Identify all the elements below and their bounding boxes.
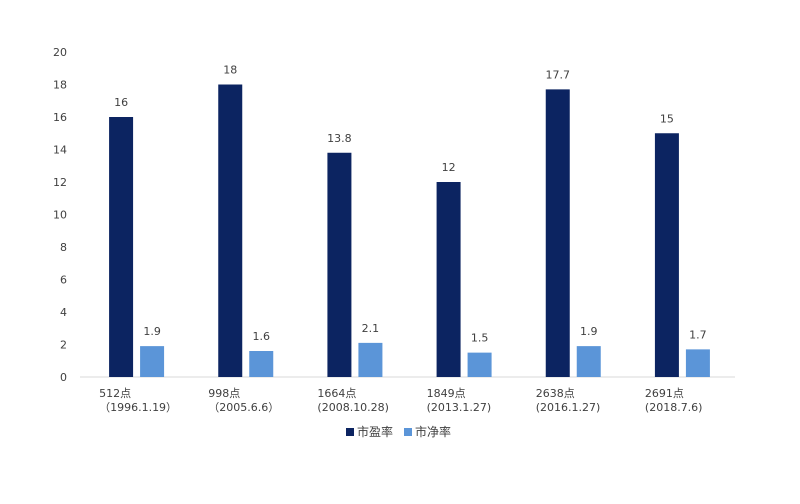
y-tick-label: 10 xyxy=(53,209,67,222)
data-label: 18 xyxy=(223,64,237,77)
y-tick-label: 12 xyxy=(53,176,67,189)
x-category-label: (2016.1.27) xyxy=(536,401,601,414)
data-label: 15 xyxy=(660,112,674,125)
bar-pb xyxy=(685,349,710,377)
legend-swatch xyxy=(346,428,354,436)
data-label: 1.9 xyxy=(580,325,598,338)
data-label: 12 xyxy=(442,161,456,174)
x-category-label: 998点 xyxy=(208,387,240,400)
bar-pe xyxy=(436,182,461,377)
bars-group xyxy=(109,84,710,377)
legend-label: 市净率 xyxy=(415,424,451,439)
legend-label: 市盈率 xyxy=(357,424,393,439)
data-label: 1.5 xyxy=(471,332,489,345)
data-label: 2.1 xyxy=(362,322,380,335)
y-axis: 0 2 4 6 8 10 12 14 16 18 20 xyxy=(53,46,67,384)
data-label: 16 xyxy=(114,96,128,109)
data-label: 1.7 xyxy=(689,328,707,341)
x-category-label: 512点 xyxy=(99,387,131,400)
x-category-label: (2013.1.27) xyxy=(427,401,492,414)
x-category-label: 2691点 xyxy=(645,387,684,400)
x-category-label: （1996.1.19） xyxy=(99,401,177,414)
x-category-label: (2018.7.6) xyxy=(645,401,703,414)
y-tick-label: 16 xyxy=(53,111,67,124)
data-labels-group: 16 1.9 18 1.6 13.8 2.1 12 1.5 17.7 1.9 15 1.7 xyxy=(114,64,707,345)
y-tick-label: 8 xyxy=(60,241,67,254)
data-label: 17.7 xyxy=(546,68,571,81)
bar-pb xyxy=(358,342,383,377)
data-label: 13.8 xyxy=(327,132,352,145)
x-category-label: 2638点 xyxy=(536,387,575,400)
x-category-label: (2008.10.28) xyxy=(317,401,389,414)
legend: 市盈率 市净率 xyxy=(346,424,451,439)
bar-pe xyxy=(218,84,243,377)
bar-pb xyxy=(467,352,492,377)
y-tick-label: 0 xyxy=(60,371,67,384)
x-category-label: 1849点 xyxy=(427,387,466,400)
bar-pe xyxy=(654,133,679,377)
y-tick-label: 4 xyxy=(60,306,67,319)
y-tick-label: 6 xyxy=(60,274,67,287)
y-tick-label: 14 xyxy=(53,144,67,157)
bar-pe xyxy=(109,117,134,377)
data-label: 1.9 xyxy=(143,325,161,338)
bar-pb xyxy=(576,346,601,377)
bar-pb xyxy=(140,346,165,377)
y-tick-label: 18 xyxy=(53,79,67,92)
legend-swatch xyxy=(404,428,412,436)
x-category-label: 1664点 xyxy=(317,387,356,400)
y-tick-label: 20 xyxy=(53,46,67,59)
x-axis: 512点（1996.1.19） 998点（2005.6.6） 1664点(2008.… xyxy=(80,376,735,414)
data-label: 1.6 xyxy=(253,330,271,343)
y-tick-label: 2 xyxy=(60,339,67,352)
bar-pb xyxy=(249,351,274,377)
bar-pe xyxy=(545,89,570,377)
bar-pe xyxy=(327,152,352,377)
x-category-label: （2005.6.6） xyxy=(208,401,279,414)
